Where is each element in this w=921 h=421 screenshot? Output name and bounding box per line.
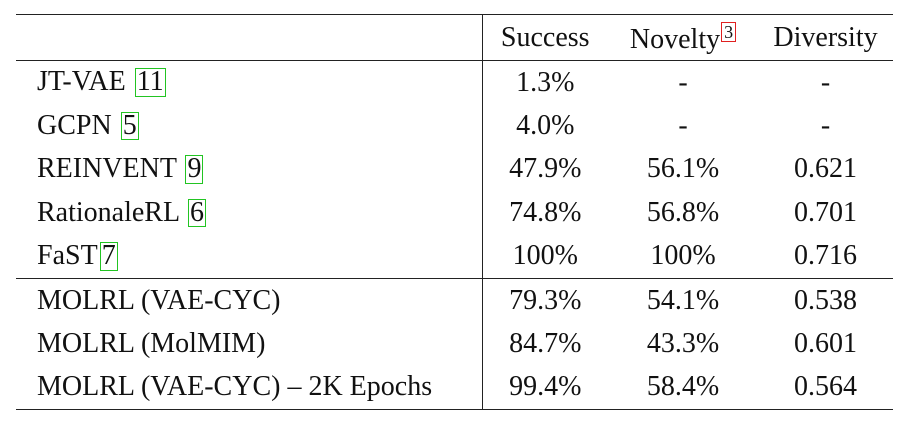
diversity-cell-best: 0.716 — [794, 240, 857, 272]
footnote-link-3[interactable]: 3 — [721, 22, 737, 42]
method-name: RationaleRL — [37, 196, 187, 228]
diversity-cell: 0.701 — [794, 196, 857, 228]
table-row: GCPN 5 4.0% - - — [16, 104, 893, 148]
novelty-cell: 58.4% — [608, 365, 758, 411]
success-cell: 84.7% — [509, 328, 582, 360]
table-row: MOLRL (MolMIM) 84.7% 43.3% 0.601 — [16, 322, 893, 366]
success-cell: 74.8% — [509, 196, 582, 228]
success-cell: 79.3% — [482, 277, 608, 323]
method-cell: RationaleRL 6 — [16, 191, 483, 235]
header-row: Success Novelty 3 Diversity — [16, 14, 893, 61]
method-cell: MOLRL (VAE-CYC) — [16, 277, 483, 323]
method-cell: REINVENT 9 — [16, 147, 483, 192]
success-cell: 4.0% — [516, 110, 575, 142]
novelty-cell: 43.3% — [646, 328, 720, 360]
citation-link[interactable]: 6 — [188, 196, 207, 228]
diversity-cell: 0.564 — [758, 365, 893, 411]
method-cell: MOLRL (VAE-CYC) – 2K Epochs — [16, 365, 483, 411]
success-cell: 1.3% — [482, 60, 608, 105]
citation-link[interactable]: 9 — [185, 153, 204, 185]
method-cell: MOLRL (MolMIM) — [16, 322, 483, 366]
results-table: Success Novelty 3 Diversity JT-VAE 11 1.3… — [16, 14, 893, 411]
novelty-cell: 56.8% — [646, 196, 720, 228]
success-cell: 99.4% — [482, 365, 608, 411]
header-novelty-label: Novelty — [629, 24, 721, 55]
success-cell-best: 100% — [512, 240, 578, 272]
table-row: RationaleRL 6 74.8% 56.8% 0.701 — [16, 191, 893, 235]
diversity-cell: - — [820, 110, 831, 142]
citation-link[interactable]: 11 — [134, 66, 166, 98]
results-table-container: Success Novelty 3 Diversity JT-VAE 11 1.3… — [16, 14, 893, 411]
method-cell: FaST 7 — [16, 234, 483, 279]
diversity-cell: - — [758, 60, 893, 105]
method-name: REINVENT — [37, 153, 184, 185]
diversity-cell: 0.601 — [794, 328, 857, 360]
novelty-cell-best: 100% — [650, 240, 716, 272]
table-row: FaST 7 100% 100% 0.716 — [16, 234, 893, 279]
table-row: MOLRL (VAE-CYC) 79.3% 54.1% 0.538 — [16, 277, 893, 323]
header-method — [16, 14, 483, 61]
novelty-cell: 54.1% — [608, 277, 758, 323]
table-row: REINVENT 9 47.9% 56.1% 0.621 — [16, 147, 893, 192]
method-name: GCPN — [37, 109, 119, 141]
table-row: JT-VAE 11 1.3% - - — [16, 60, 893, 105]
novelty-cell: - — [678, 110, 688, 142]
success-cell: 47.9% — [509, 153, 582, 185]
header-novelty: Novelty 3 — [608, 14, 758, 61]
header-diversity: Diversity — [758, 14, 893, 61]
header-success: Success — [482, 14, 608, 61]
citation-link[interactable]: 7 — [99, 239, 118, 271]
citation-link[interactable]: 5 — [120, 109, 139, 141]
novelty-cell: - — [608, 60, 758, 105]
method-cell: GCPN 5 — [16, 104, 483, 148]
diversity-cell: 0.621 — [794, 153, 857, 185]
novelty-cell: 56.1% — [646, 153, 720, 185]
method-cell: JT-VAE 11 — [16, 60, 483, 105]
table-row: MOLRL (VAE-CYC) – 2K Epochs 99.4% 58.4% … — [16, 365, 893, 411]
method-name: JT-VAE — [37, 66, 133, 98]
method-name: FaST — [37, 239, 98, 271]
diversity-cell: 0.538 — [758, 277, 893, 323]
